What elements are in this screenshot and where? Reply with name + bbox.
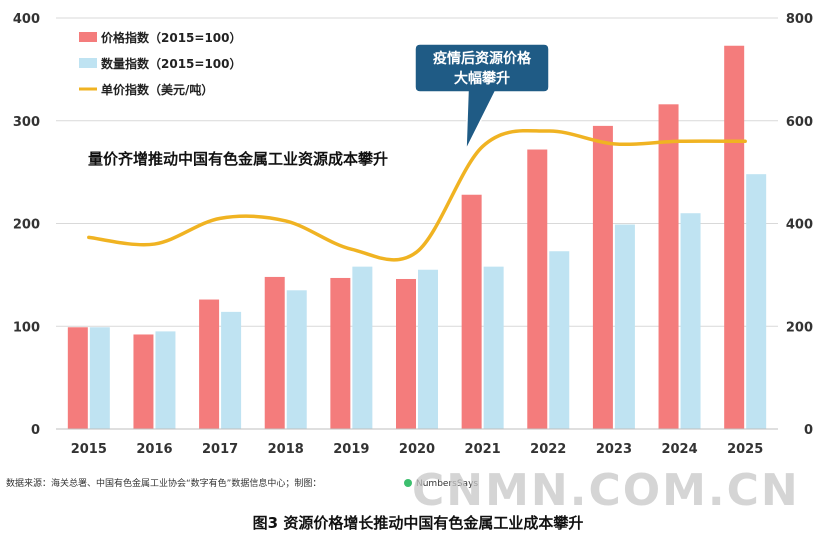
callout-box [414, 43, 550, 151]
x-tick-label: 2025 [727, 442, 763, 457]
legend-swatch-price [79, 32, 97, 42]
right-tick-label: 600 [786, 115, 813, 130]
bar-quantity [155, 331, 176, 429]
legend-label-unit: 单价指数（美元/吨） [101, 82, 213, 97]
bar-price [658, 104, 679, 429]
source-brand: NumbersSays [416, 479, 478, 489]
bar-price [67, 327, 88, 429]
x-tick-label: 2017 [202, 442, 238, 457]
x-tick-label: 2018 [268, 442, 304, 457]
bar-quantity [680, 213, 701, 429]
unit-price-line [87, 128, 747, 262]
x-tick-label: 2022 [530, 442, 566, 457]
annotation-callout: 疫情后资源价格 大幅攀升 [414, 43, 550, 151]
x-tick-label: 2023 [596, 442, 632, 457]
bar-price [264, 276, 285, 429]
source-note: 数据来源：海关总署、中国有色金属工业协会“数字有色”数据信息中心；制图： [6, 477, 321, 489]
legend-label-price: 价格指数（2015=100） [101, 30, 242, 45]
x-tick-label: 2016 [136, 442, 172, 457]
callout-line-1: 疫情后资源价格 [433, 50, 532, 67]
right-tick-label: 800 [786, 12, 813, 27]
bar-quantity [549, 251, 570, 429]
bar-quantity [483, 266, 504, 429]
bar-quantity [286, 290, 307, 429]
legend: 价格指数（2015=100） 数量指数（2015=100） 单价指数（美元/吨） [79, 30, 242, 97]
bar-price [396, 278, 416, 429]
callout-line-2: 大幅攀升 [454, 70, 510, 87]
left-tick-label: 100 [13, 320, 40, 335]
x-tick-label: 2020 [399, 442, 435, 457]
left-tick-label: 200 [13, 218, 40, 233]
bars [67, 45, 767, 430]
bar-quantity [614, 224, 635, 429]
watermark: CNMN.COM.CN [412, 465, 800, 516]
brand-dot-icon [404, 479, 412, 487]
right-tick-label: 0 [804, 423, 813, 438]
legend-label-quantity: 数量指数（2015=100） [101, 56, 242, 71]
left-tick-label: 400 [13, 12, 40, 27]
chart-title: 量价齐增推动中国有色金属工业资源成本攀升 [88, 150, 388, 168]
unit-price-series-line [87, 128, 747, 262]
bar-quantity [352, 266, 373, 429]
right-tick-label: 400 [786, 218, 813, 233]
bar-price [527, 149, 548, 429]
x-tick-label: 2019 [333, 442, 369, 457]
bar-price [199, 299, 220, 429]
legend-swatch-quantity [79, 58, 97, 68]
bar-quantity [746, 174, 767, 429]
right-tick-label: 200 [786, 320, 813, 335]
left-tick-label: 0 [31, 423, 40, 438]
bar-quantity [221, 311, 242, 429]
x-tick-label: 2021 [465, 442, 501, 457]
bar-price [133, 334, 154, 429]
bar-quantity [89, 327, 110, 429]
x-tick-label: 2024 [661, 442, 697, 457]
axes: 0 100 200 300 400 0 200 400 600 800 2015 2016 2017 20… [13, 12, 813, 457]
figure-caption: 图3 资源价格增长推动中国有色金属工业成本攀升 [253, 514, 584, 532]
bar-price [592, 125, 613, 429]
bar-quantity [418, 269, 438, 429]
bar-price [461, 194, 482, 429]
bar-price [724, 45, 745, 430]
x-tick-label: 2015 [71, 442, 107, 457]
bar-price [330, 277, 351, 429]
left-tick-label: 300 [13, 115, 40, 130]
